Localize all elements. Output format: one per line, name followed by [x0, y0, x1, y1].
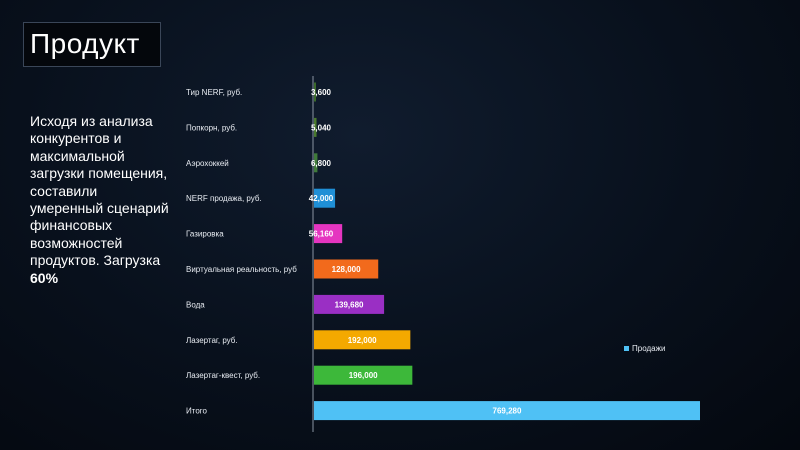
bar [314, 224, 343, 244]
value-label: 56,160 [309, 230, 334, 239]
bar [314, 365, 413, 385]
value-label: 5,040 [311, 123, 332, 132]
load-percentage: 60% [30, 269, 59, 286]
value-label: 6,800 [311, 159, 332, 168]
value-label: 196,000 [349, 371, 378, 380]
bar [314, 188, 336, 208]
bar [314, 294, 385, 314]
value-label: 192,000 [348, 336, 377, 345]
category-label: Тир NERF, руб. [186, 88, 242, 97]
bar [314, 259, 379, 279]
category-label: Лазертаг, руб. [186, 336, 238, 345]
slide-title: Продукт [30, 28, 140, 59]
category-label: Лазертаг-квест, руб. [186, 371, 260, 380]
category-label: Виртуальная реальность, руб [186, 265, 297, 274]
legend-label: Продажи [632, 344, 665, 353]
category-label: NERF продажа, руб. [186, 194, 262, 203]
title-box: Продукт [23, 22, 161, 67]
bar [314, 401, 700, 421]
category-label: Попкорн, руб. [186, 123, 237, 132]
description-text: Исходя из анализа конкурентов и максимал… [30, 113, 169, 269]
value-label: 139,680 [335, 300, 364, 309]
value-label: 128,000 [332, 265, 361, 274]
legend-swatch [624, 346, 629, 351]
category-label: Вода [186, 300, 205, 309]
category-label: Аэрохоккей [186, 159, 229, 168]
category-label: Газировка [186, 230, 224, 239]
bar [314, 330, 411, 350]
value-label: 42,000 [309, 194, 334, 203]
value-label: 769,280 [493, 407, 522, 416]
slide-description: Исходя из анализа конкурентов и максимал… [30, 113, 170, 287]
value-label: 3,600 [311, 88, 332, 97]
category-label: Итого [186, 407, 208, 416]
bar [314, 153, 318, 173]
bar [314, 117, 317, 137]
bar [314, 82, 316, 102]
